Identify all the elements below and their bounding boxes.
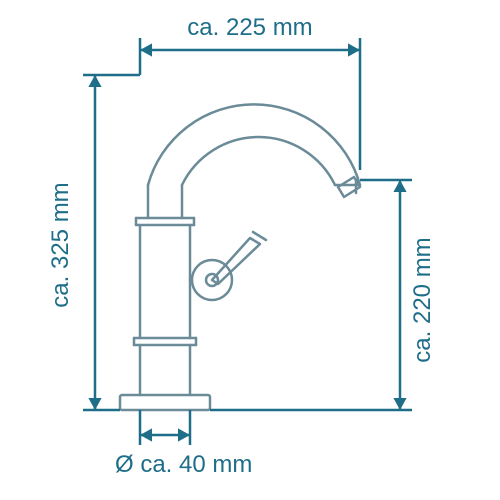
dim-label-height_spout: ca. 220 mm (409, 237, 436, 362)
dim-label-height_total: ca. 325 mm (47, 182, 74, 307)
dim-label-base_dia: Ø ca. 40 mm (115, 451, 252, 478)
dim-label-width: ca. 225 mm (187, 14, 312, 41)
